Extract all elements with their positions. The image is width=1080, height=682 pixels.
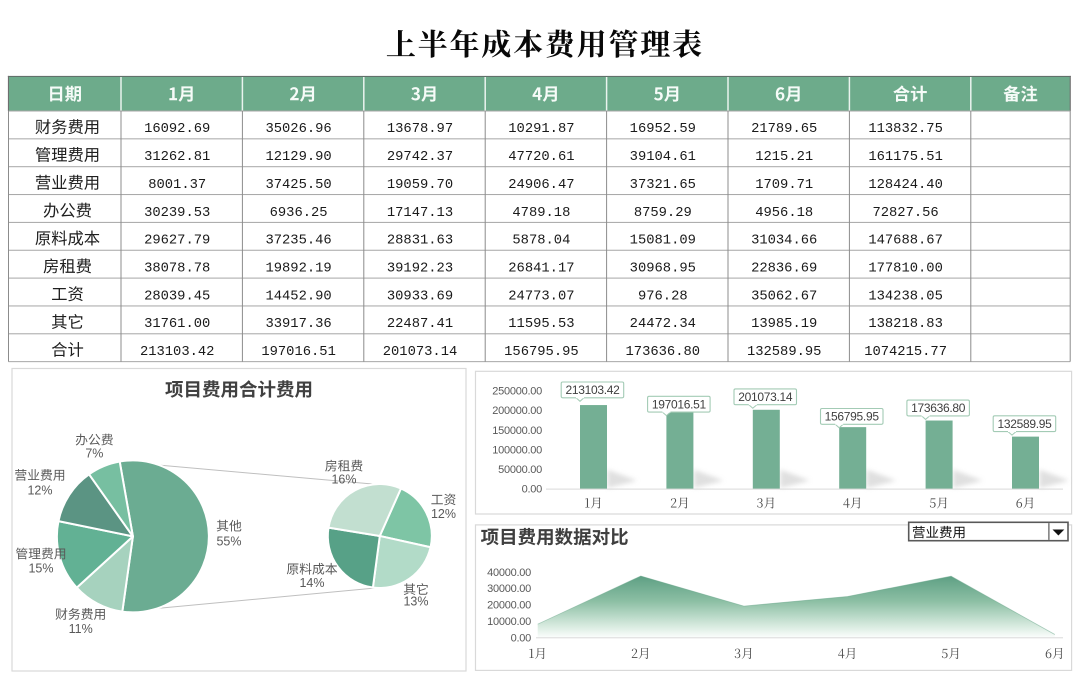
- svg-text:29742.37: 29742.37: [387, 150, 453, 165]
- svg-text:19892.19: 19892.19: [265, 261, 331, 276]
- svg-text:976.28: 976.28: [638, 289, 688, 304]
- svg-text:8759.29: 8759.29: [634, 206, 692, 221]
- svg-text:13678.97: 13678.97: [387, 122, 453, 137]
- svg-text:12%: 12%: [27, 483, 52, 497]
- svg-text:134238.05: 134238.05: [868, 289, 943, 304]
- svg-text:31761.00: 31761.00: [144, 317, 210, 332]
- svg-text:12%: 12%: [431, 507, 456, 521]
- svg-text:30239.53: 30239.53: [144, 206, 210, 221]
- svg-text:138218.83: 138218.83: [868, 317, 943, 332]
- svg-text:37235.46: 37235.46: [265, 234, 331, 249]
- svg-text:13985.19: 13985.19: [751, 317, 817, 332]
- svg-text:35062.67: 35062.67: [751, 289, 817, 304]
- svg-text:132589.95: 132589.95: [747, 345, 822, 360]
- svg-text:197016.51: 197016.51: [652, 397, 707, 411]
- svg-text:173636.80: 173636.80: [911, 401, 966, 415]
- svg-text:30968.95: 30968.95: [630, 261, 696, 276]
- svg-text:177810.00: 177810.00: [868, 261, 943, 276]
- svg-text:12129.90: 12129.90: [265, 150, 331, 165]
- svg-text:31262.81: 31262.81: [144, 150, 210, 165]
- svg-text:150000.00: 150000.00: [492, 425, 542, 437]
- svg-text:20000.00: 20000.00: [487, 600, 531, 612]
- svg-text:10000.00: 10000.00: [487, 616, 531, 628]
- svg-text:4956.18: 4956.18: [755, 206, 813, 221]
- svg-text:14%: 14%: [299, 576, 324, 590]
- svg-text:8001.37: 8001.37: [148, 178, 206, 193]
- svg-text:29627.79: 29627.79: [144, 234, 210, 249]
- svg-text:38078.78: 38078.78: [144, 261, 210, 276]
- svg-text:213103.42: 213103.42: [565, 383, 620, 397]
- svg-text:5878.04: 5878.04: [512, 234, 570, 249]
- svg-text:22487.41: 22487.41: [387, 317, 453, 332]
- svg-text:35026.96: 35026.96: [265, 122, 331, 137]
- svg-text:39104.61: 39104.61: [630, 150, 696, 165]
- svg-text:30933.69: 30933.69: [387, 289, 453, 304]
- svg-text:22836.69: 22836.69: [751, 261, 817, 276]
- svg-text:16092.69: 16092.69: [144, 122, 210, 137]
- svg-text:11595.53: 11595.53: [508, 317, 574, 332]
- svg-text:0.00: 0.00: [511, 632, 532, 644]
- svg-text:50000.00: 50000.00: [498, 464, 542, 476]
- svg-text:6936.25: 6936.25: [270, 206, 328, 221]
- svg-text:17147.13: 17147.13: [387, 206, 453, 221]
- svg-text:113832.75: 113832.75: [868, 122, 943, 137]
- svg-text:1215.21: 1215.21: [755, 150, 813, 165]
- svg-text:13%: 13%: [403, 595, 428, 609]
- svg-text:128424.40: 128424.40: [868, 178, 943, 193]
- svg-text:201073.14: 201073.14: [738, 390, 793, 404]
- svg-text:31034.66: 31034.66: [751, 234, 817, 249]
- svg-text:156795.95: 156795.95: [504, 345, 579, 360]
- svg-text:19059.70: 19059.70: [387, 178, 453, 193]
- svg-text:4789.18: 4789.18: [512, 206, 570, 221]
- svg-text:72827.56: 72827.56: [872, 206, 938, 221]
- svg-text:250000.00: 250000.00: [492, 386, 542, 398]
- svg-text:173636.80: 173636.80: [626, 345, 701, 360]
- svg-text:40000.00: 40000.00: [487, 567, 531, 579]
- svg-text:161175.51: 161175.51: [868, 150, 943, 165]
- svg-text:7%: 7%: [85, 447, 103, 461]
- svg-text:1709.71: 1709.71: [755, 178, 813, 193]
- svg-text:30000.00: 30000.00: [487, 583, 531, 595]
- svg-text:33917.36: 33917.36: [265, 317, 331, 332]
- svg-text:1074215.77: 1074215.77: [864, 345, 947, 360]
- svg-text:21789.65: 21789.65: [751, 122, 817, 137]
- svg-text:15081.09: 15081.09: [630, 234, 696, 249]
- svg-text:132589.95: 132589.95: [997, 417, 1052, 431]
- svg-text:37321.65: 37321.65: [630, 178, 696, 193]
- svg-text:37425.50: 37425.50: [265, 178, 331, 193]
- svg-text:197016.51: 197016.51: [261, 345, 336, 360]
- svg-text:11%: 11%: [69, 622, 93, 636]
- svg-text:147688.67: 147688.67: [868, 234, 943, 249]
- svg-text:200000.00: 200000.00: [492, 405, 542, 417]
- svg-text:213103.42: 213103.42: [140, 345, 215, 360]
- svg-text:24906.47: 24906.47: [508, 178, 574, 193]
- svg-text:47720.61: 47720.61: [508, 150, 574, 165]
- svg-text:14452.90: 14452.90: [265, 289, 331, 304]
- svg-text:156795.95: 156795.95: [825, 410, 880, 424]
- svg-text:0.00: 0.00: [522, 484, 543, 496]
- svg-text:201073.14: 201073.14: [383, 345, 458, 360]
- svg-text:16%: 16%: [331, 472, 356, 486]
- svg-text:55%: 55%: [216, 535, 241, 549]
- svg-text:15%: 15%: [28, 562, 53, 576]
- svg-text:39192.23: 39192.23: [387, 261, 453, 276]
- svg-text:28831.63: 28831.63: [387, 234, 453, 249]
- svg-text:100000.00: 100000.00: [492, 444, 542, 456]
- svg-text:24472.34: 24472.34: [630, 317, 696, 332]
- svg-text:26841.17: 26841.17: [508, 261, 574, 276]
- svg-text:24773.07: 24773.07: [508, 289, 574, 304]
- svg-text:16952.59: 16952.59: [630, 122, 696, 137]
- svg-text:10291.87: 10291.87: [508, 122, 574, 137]
- svg-text:28039.45: 28039.45: [144, 289, 210, 304]
